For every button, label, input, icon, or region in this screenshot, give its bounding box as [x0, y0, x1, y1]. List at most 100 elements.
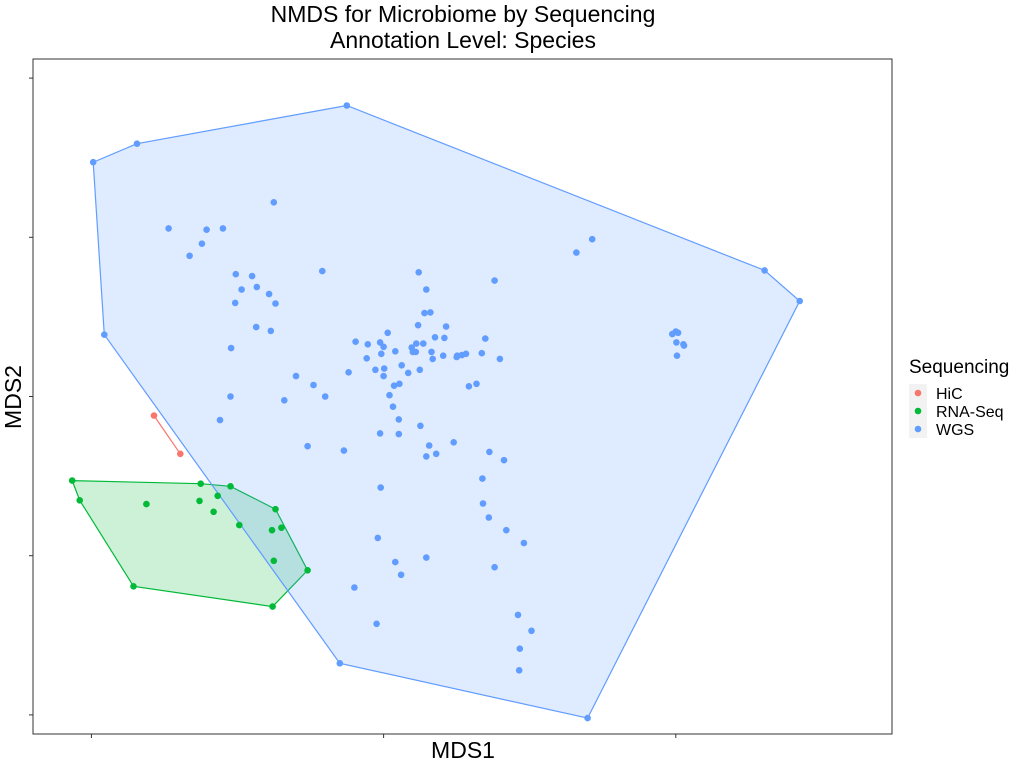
point-wgs-77 — [415, 269, 423, 276]
point-wgs-96 — [377, 484, 385, 491]
point-wgs-74 — [673, 352, 681, 360]
point-wgs-2 — [101, 331, 108, 339]
point-wgs-65 — [427, 309, 434, 316]
point-rna-seq-3 — [130, 583, 137, 590]
point-wgs-1 — [133, 140, 141, 147]
x-axis-label: MDS1 — [431, 737, 495, 763]
point-wgs-31 — [363, 355, 371, 362]
point-wgs-15 — [248, 272, 256, 280]
point-wgs-24 — [227, 393, 234, 400]
point-wgs-40 — [386, 391, 393, 399]
point-wgs-78 — [392, 348, 399, 355]
point-wgs-41 — [428, 348, 435, 356]
point-wgs-25 — [319, 267, 326, 275]
point-rna-seq-5 — [196, 497, 203, 505]
point-wgs-105 — [397, 571, 405, 579]
point-rna-seq-14 — [269, 603, 276, 610]
point-wgs-49 — [414, 321, 422, 329]
point-wgs-104 — [392, 558, 399, 566]
point-wgs-57 — [465, 383, 473, 390]
point-wgs-94 — [450, 439, 458, 446]
point-hic-1 — [177, 450, 184, 458]
point-wgs-9 — [186, 252, 193, 260]
point-wgs-34 — [384, 329, 392, 337]
point-wgs-102 — [503, 526, 510, 534]
point-wgs-76 — [669, 330, 676, 338]
point-wgs-28 — [376, 339, 384, 346]
point-wgs-58 — [473, 380, 480, 388]
point-wgs-83 — [380, 372, 387, 380]
point-wgs-29 — [380, 343, 387, 351]
point-wgs-98 — [500, 456, 508, 464]
point-wgs-4 — [761, 267, 768, 274]
legend-label-hic: HiC — [936, 386, 963, 403]
point-wgs-37 — [413, 340, 420, 347]
point-wgs-53 — [453, 353, 461, 361]
point-rna-seq-11 — [268, 526, 276, 534]
point-wgs-88 — [340, 447, 348, 454]
point-wgs-54 — [462, 350, 470, 358]
point-wgs-72 — [673, 339, 680, 346]
point-wgs-103 — [520, 539, 528, 547]
point-wgs-67 — [491, 277, 498, 284]
point-wgs-17 — [238, 286, 245, 293]
chart-title-line-2: Annotation Level: Species — [330, 27, 596, 53]
point-wgs-81 — [310, 381, 317, 389]
point-wgs-110 — [514, 611, 522, 619]
data-points — [68, 102, 803, 722]
point-wgs-86 — [304, 442, 311, 450]
point-wgs-66 — [423, 286, 430, 293]
point-rna-seq-10 — [272, 505, 279, 513]
point-wgs-109 — [373, 620, 380, 628]
point-wgs-0 — [89, 158, 97, 166]
point-rna-seq-12 — [278, 524, 285, 531]
point-wgs-38 — [345, 369, 352, 376]
point-wgs-97 — [374, 534, 382, 542]
point-wgs-5 — [796, 297, 803, 305]
point-wgs-45 — [429, 355, 437, 363]
point-wgs-26 — [352, 338, 359, 346]
point-wgs-16 — [253, 283, 261, 291]
point-wgs-56 — [482, 335, 489, 342]
point-wgs-108 — [351, 584, 358, 591]
legend-title: Sequencing — [909, 357, 1009, 378]
point-wgs-23 — [227, 344, 235, 352]
point-wgs-55 — [478, 349, 486, 357]
point-wgs-47 — [442, 323, 450, 330]
point-wgs-68 — [573, 249, 580, 256]
legend-key-wgs — [914, 425, 922, 433]
point-wgs-27 — [364, 341, 372, 348]
point-wgs-112 — [516, 645, 524, 652]
point-wgs-44 — [439, 352, 447, 360]
point-rna-seq-4 — [197, 480, 204, 488]
point-rna-seq-7 — [214, 492, 221, 500]
point-wgs-39 — [390, 382, 398, 390]
point-wgs-10 — [203, 226, 210, 233]
point-wgs-7 — [336, 660, 344, 667]
point-wgs-69 — [588, 235, 596, 243]
point-wgs-71 — [674, 329, 682, 337]
point-wgs-32 — [372, 366, 379, 374]
axis-ticks — [29, 77, 677, 738]
point-rna-seq-2 — [143, 500, 150, 508]
point-wgs-79 — [292, 372, 300, 380]
point-wgs-59 — [496, 355, 504, 363]
point-wgs-11 — [198, 240, 206, 247]
point-wgs-89 — [376, 430, 384, 437]
point-wgs-101 — [485, 514, 493, 521]
point-rna-seq-13 — [270, 557, 278, 565]
point-rna-seq-15 — [304, 567, 311, 574]
legend-label-wgs: WGS — [936, 422, 974, 439]
legend-key-hic — [914, 389, 922, 397]
point-wgs-87 — [216, 416, 224, 424]
point-wgs-36 — [416, 366, 424, 374]
point-wgs-84 — [389, 403, 397, 411]
point-wgs-99 — [486, 448, 493, 456]
point-wgs-6 — [584, 714, 591, 722]
point-wgs-93 — [432, 450, 440, 458]
legend-key-rna-seq — [914, 407, 922, 415]
y-axis-label: MDS2 — [0, 365, 26, 429]
point-wgs-91 — [425, 442, 433, 449]
plot-panel-border — [32, 58, 893, 735]
